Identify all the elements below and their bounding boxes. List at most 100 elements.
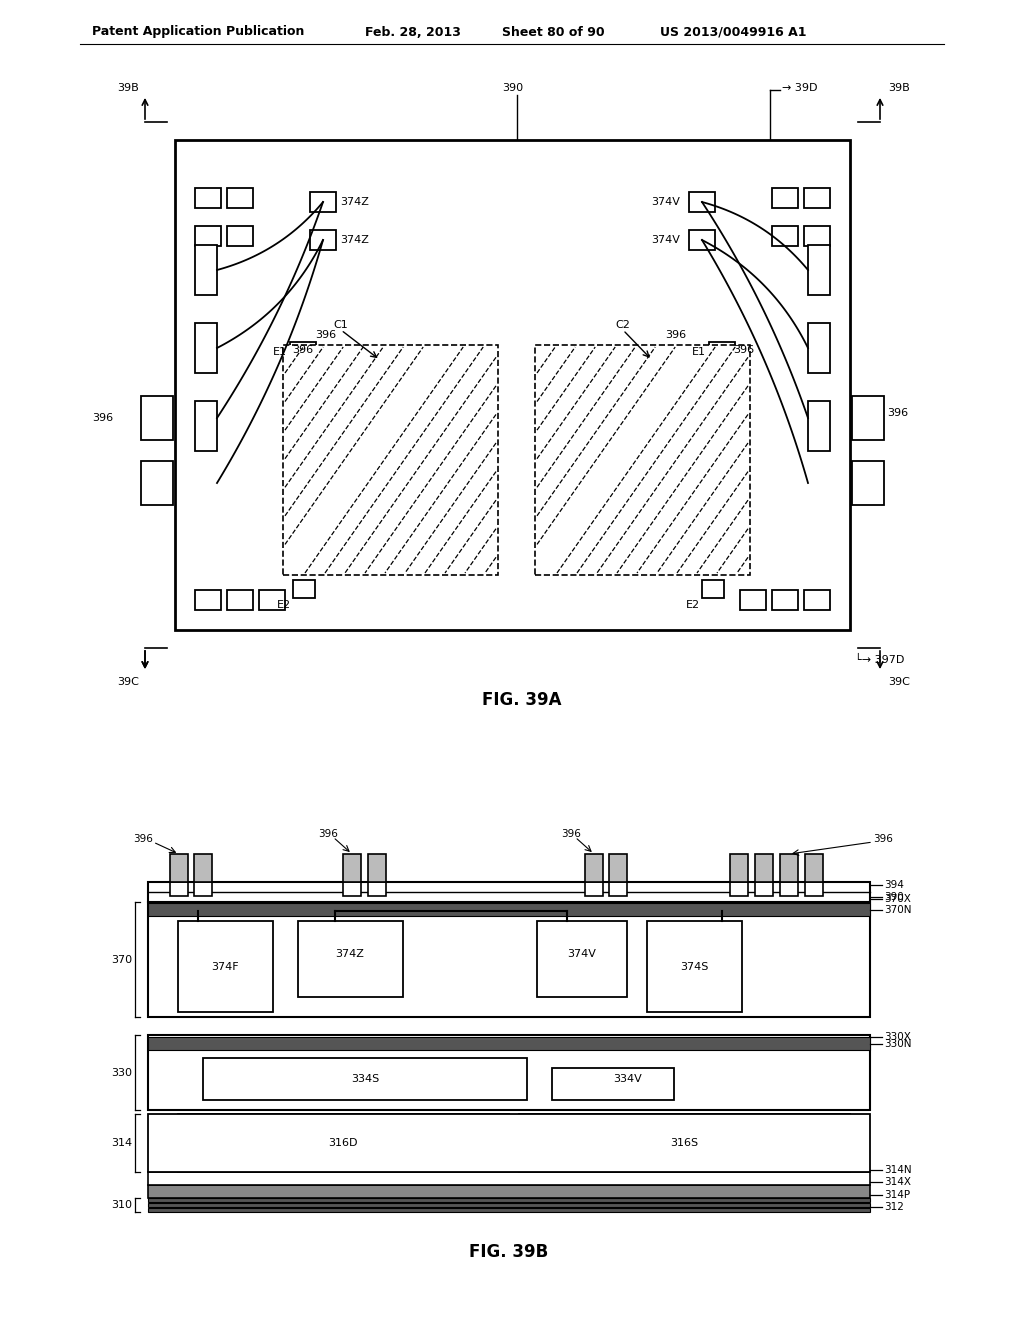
Bar (194, 882, 212, 896)
Bar (194, 854, 212, 882)
Bar (537, 921, 627, 997)
Text: 374S: 374S (680, 962, 709, 972)
Bar (148, 903, 870, 916)
Text: 314N: 314N (884, 1166, 911, 1175)
Text: 390: 390 (884, 892, 904, 902)
Bar (148, 902, 870, 1016)
Text: 374V: 374V (651, 197, 680, 207)
Bar (298, 921, 403, 997)
Bar (772, 226, 798, 246)
Bar (148, 1038, 870, 1049)
Bar (808, 323, 830, 374)
Bar (195, 590, 221, 610)
Bar (702, 579, 724, 598)
Text: 374V: 374V (567, 949, 596, 960)
Bar (808, 401, 830, 451)
Bar (175, 140, 850, 630)
Text: 39C: 39C (888, 677, 910, 686)
Bar (772, 187, 798, 209)
Bar (609, 882, 627, 896)
Text: 374Z: 374Z (336, 949, 365, 960)
Text: 39C: 39C (117, 677, 139, 686)
Bar (805, 854, 823, 882)
Bar (519, 1114, 850, 1172)
Bar (141, 396, 173, 440)
Text: → 39D: → 39D (782, 83, 817, 92)
Bar (755, 882, 773, 896)
Text: 396: 396 (733, 345, 754, 355)
Bar (772, 590, 798, 610)
Text: 394: 394 (884, 880, 904, 890)
Bar (535, 345, 750, 576)
Bar (290, 342, 316, 362)
Bar (195, 246, 217, 294)
Bar (195, 226, 221, 246)
Text: 374F: 374F (211, 962, 239, 972)
Text: 316D: 316D (329, 1138, 357, 1148)
Bar (805, 882, 823, 896)
Bar (689, 191, 715, 213)
Bar (585, 854, 603, 882)
Text: 374Z: 374Z (340, 235, 369, 246)
Text: C1: C1 (333, 319, 348, 330)
Bar (804, 187, 830, 209)
Text: 396: 396 (92, 413, 113, 422)
Bar (609, 854, 627, 882)
Text: 396: 396 (665, 330, 686, 341)
Text: 314P: 314P (884, 1191, 910, 1200)
Bar (195, 323, 217, 374)
Text: 374V: 374V (651, 235, 680, 246)
Text: └→ 397D: └→ 397D (855, 655, 904, 665)
Bar (203, 1059, 527, 1100)
Bar (195, 401, 217, 451)
Text: 396: 396 (887, 408, 908, 418)
Bar (148, 1199, 870, 1203)
Bar (227, 590, 253, 610)
Text: 396: 396 (318, 829, 338, 840)
Text: E2: E2 (686, 601, 700, 610)
Text: Feb. 28, 2013: Feb. 28, 2013 (365, 25, 461, 38)
Text: 396: 396 (873, 834, 893, 843)
Text: Patent Application Publication: Patent Application Publication (92, 25, 304, 38)
Text: 330: 330 (111, 1068, 132, 1078)
Text: 370X: 370X (884, 894, 911, 904)
Bar (170, 882, 188, 896)
Bar (227, 187, 253, 209)
Bar (730, 882, 748, 896)
Bar (148, 1035, 870, 1110)
Text: E1: E1 (692, 347, 706, 356)
Text: C2: C2 (615, 319, 630, 330)
Text: FIG. 39A: FIG. 39A (482, 690, 561, 709)
Bar (804, 590, 830, 610)
Bar (310, 230, 336, 249)
Bar (780, 882, 798, 896)
Text: US 2013/0049916 A1: US 2013/0049916 A1 (660, 25, 807, 38)
Bar (141, 461, 173, 506)
Text: 396: 396 (315, 330, 336, 341)
Bar (170, 854, 188, 882)
Bar (585, 882, 603, 896)
Text: 314: 314 (111, 1138, 132, 1148)
Bar (780, 854, 798, 882)
Bar (148, 1203, 870, 1206)
Bar (148, 1185, 870, 1199)
Bar (740, 590, 766, 610)
Bar (368, 882, 386, 896)
Bar (852, 396, 884, 440)
Text: 334S: 334S (351, 1074, 379, 1084)
Text: 396: 396 (133, 834, 153, 843)
Text: 396: 396 (292, 345, 313, 355)
Text: 370: 370 (111, 954, 132, 965)
Text: 312: 312 (884, 1203, 904, 1212)
Bar (852, 461, 884, 506)
Bar (178, 1114, 509, 1172)
Text: FIG. 39B: FIG. 39B (469, 1243, 549, 1261)
Bar (148, 1172, 870, 1185)
Bar (310, 191, 336, 213)
Bar (148, 1208, 870, 1212)
Bar (293, 579, 315, 598)
Text: E2: E2 (276, 601, 291, 610)
Bar (808, 246, 830, 294)
Text: 390: 390 (502, 83, 523, 92)
Text: Sheet 80 of 90: Sheet 80 of 90 (502, 25, 604, 38)
